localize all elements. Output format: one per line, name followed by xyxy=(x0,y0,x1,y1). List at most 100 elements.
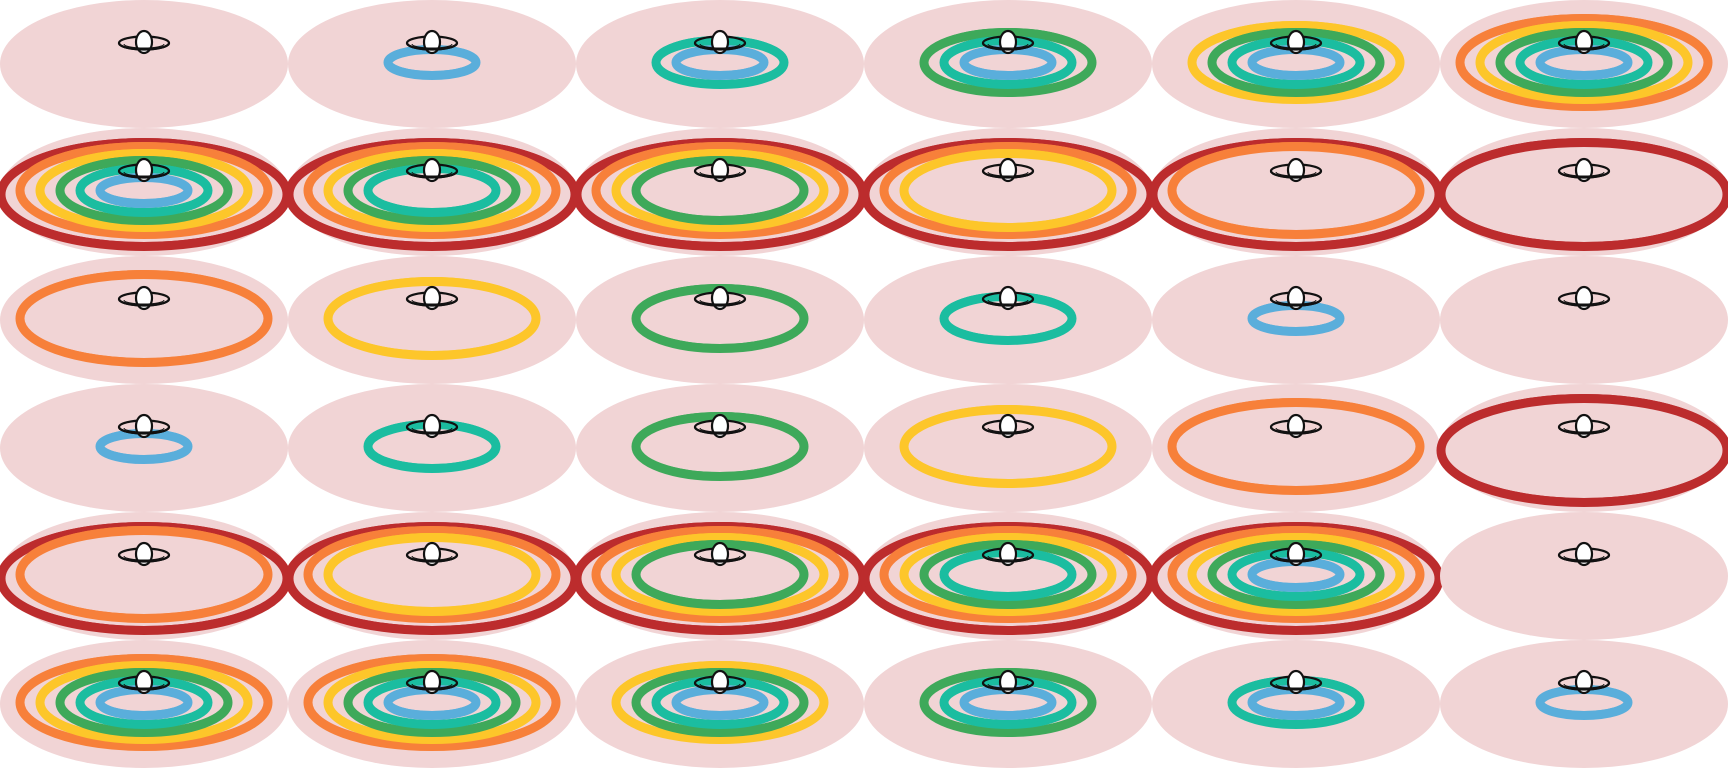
planet-ring-front xyxy=(117,298,171,307)
planet-ring-front xyxy=(1269,426,1323,435)
animation-frame xyxy=(288,0,576,128)
animation-frame xyxy=(0,0,288,128)
disk-ellipse xyxy=(576,384,864,512)
planet-ring-inner xyxy=(1563,427,1605,433)
saturn-planet-icon xyxy=(1557,157,1611,183)
animation-frame xyxy=(1436,128,1728,256)
planet-ring-inner xyxy=(411,43,453,49)
animation-frame xyxy=(0,128,292,256)
planet-ring-front xyxy=(981,170,1035,179)
animation-frame xyxy=(1148,512,1444,640)
animation-frame xyxy=(576,0,864,128)
planet-ring-inner xyxy=(699,299,741,305)
planet-ring-inner xyxy=(987,171,1029,177)
planet-ring-front xyxy=(1269,42,1323,51)
saturn-planet-icon xyxy=(693,669,747,695)
saturn-planet-icon xyxy=(405,157,459,183)
animation-frame xyxy=(864,256,1152,384)
animation-frame xyxy=(1440,256,1728,384)
planet-ring-front xyxy=(693,554,747,563)
planet-ring-inner xyxy=(1563,171,1605,177)
ring-orange xyxy=(1167,398,1425,495)
planet-ring-inner xyxy=(699,683,741,689)
saturn-planet-icon xyxy=(1269,413,1323,439)
planet-ring-front xyxy=(693,298,747,307)
animation-frame xyxy=(288,384,576,512)
disk-ellipse xyxy=(864,0,1152,128)
planet-ring-inner xyxy=(1275,171,1317,177)
planet-ring-inner xyxy=(987,427,1029,433)
ring-orange xyxy=(15,526,273,623)
planet-ring-inner xyxy=(699,427,741,433)
planet-ring-inner xyxy=(123,43,165,49)
planet-ring-front xyxy=(405,298,459,307)
saturn-planet-icon xyxy=(1269,669,1323,695)
planet-ring-inner xyxy=(411,171,453,177)
saturn-planet-icon xyxy=(1269,541,1323,567)
saturn-planet-icon xyxy=(405,413,459,439)
disk-ellipse xyxy=(864,256,1152,384)
planet-ring-inner xyxy=(411,683,453,689)
planet-ring-front xyxy=(693,682,747,691)
saturn-planet-icon xyxy=(981,541,1035,567)
saturn-planet-icon xyxy=(1269,29,1323,55)
planet-ring-front xyxy=(117,42,171,51)
disk-ellipse xyxy=(288,384,576,512)
saturn-planet-icon xyxy=(693,413,747,439)
planet-ring-inner xyxy=(1275,683,1317,689)
saturn-planet-icon xyxy=(693,157,747,183)
saturn-planet-icon xyxy=(117,413,171,439)
planet-ring-front xyxy=(981,298,1035,307)
planet-ring-front xyxy=(117,682,171,691)
animation-frame xyxy=(1440,512,1728,640)
saturn-planet-icon xyxy=(117,157,171,183)
disk-ellipse xyxy=(1152,256,1440,384)
saturn-planet-icon xyxy=(981,285,1035,311)
saturn-planet-icon xyxy=(405,29,459,55)
animation-frame xyxy=(0,256,288,384)
planet-ring-front xyxy=(693,426,747,435)
saturn-planet-icon xyxy=(693,541,747,567)
saturn-planet-icon xyxy=(405,285,459,311)
saturn-planet-icon xyxy=(981,669,1035,695)
animation-frame xyxy=(1152,384,1440,512)
planet-ring-inner xyxy=(123,555,165,561)
ring-orange xyxy=(1167,142,1425,239)
animation-frame xyxy=(864,0,1152,128)
animation-frame xyxy=(1440,0,1728,128)
planet-ring-front xyxy=(693,42,747,51)
animation-frame xyxy=(576,384,864,512)
planet-ring-front xyxy=(1557,298,1611,307)
planet-ring-front xyxy=(1557,426,1611,435)
planet-ring-front xyxy=(1269,298,1323,307)
ring-red xyxy=(1436,394,1728,507)
saturn-planet-icon xyxy=(117,541,171,567)
planet-ring-front xyxy=(981,42,1035,51)
animation-frame xyxy=(860,128,1156,256)
saturn-planet-icon xyxy=(1269,157,1323,183)
planet-ring-front xyxy=(117,170,171,179)
disk-ellipse xyxy=(1440,640,1728,768)
planet-ring-front xyxy=(981,554,1035,563)
planet-ring-front xyxy=(1557,170,1611,179)
planet-ring-front xyxy=(693,170,747,179)
planet-ring-inner xyxy=(1275,427,1317,433)
planet-ring-inner xyxy=(987,555,1029,561)
animation-frame xyxy=(0,384,288,512)
planet-ring-inner xyxy=(987,299,1029,305)
planet-ring-front xyxy=(1557,554,1611,563)
planet-ring-front xyxy=(1557,42,1611,51)
planet-ring-inner xyxy=(123,299,165,305)
saturn-planet-icon xyxy=(405,541,459,567)
disk-ellipse xyxy=(576,0,864,128)
ring-yellow xyxy=(323,277,541,360)
animation-frame xyxy=(288,640,576,768)
planet-ring-front xyxy=(405,170,459,179)
planet-ring-front xyxy=(981,682,1035,691)
saturn-planet-icon xyxy=(1557,413,1611,439)
planet-ring-front xyxy=(1269,170,1323,179)
animation-frame xyxy=(1152,0,1440,128)
animation-frame xyxy=(572,512,868,640)
planet-ring-front xyxy=(405,426,459,435)
animation-frame xyxy=(1152,256,1440,384)
